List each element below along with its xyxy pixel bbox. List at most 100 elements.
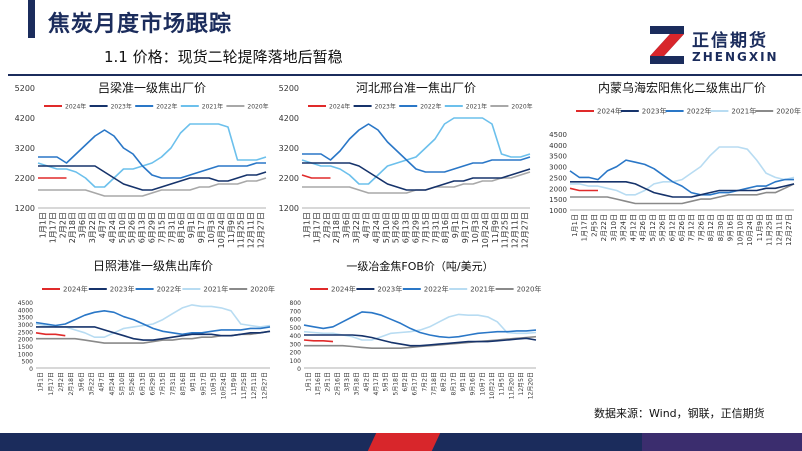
x-tick-label: 6月29日 [150,372,157,395]
legend-label: 2024年 [65,103,86,111]
y-tick-label: 2200 [15,174,35,183]
header-accent-bar [28,0,35,38]
x-tick-label: 11月25日 [766,214,774,246]
series-line [303,339,334,343]
x-tick-label: 12月11日 [511,212,520,248]
x-tick-label: 6月17日 [412,372,419,395]
x-tick-label: 4月7日 [99,372,106,392]
x-tick-label: 12月27日 [257,212,266,248]
x-tick-label: 3月6日 [342,212,351,238]
x-tick-label: 1月1日 [302,212,311,238]
x-tick-label: 12月5日 [518,372,525,395]
x-tick-label: 2月5日 [590,214,598,237]
x-tick-label: 1月1日 [571,214,579,237]
x-tick-label: 10月7日 [479,372,486,395]
x-tick-label: 9月1日 [190,372,197,392]
series-line [304,334,537,347]
legend-label: 2022年 [156,103,177,111]
x-tick-label: 10月24日 [221,372,228,399]
series-line [36,326,271,341]
x-tick-label: 12月11日 [775,214,783,246]
header-divider [8,74,802,76]
y-tick-label: 2200 [279,174,299,183]
logo-name-en: ZHENGXIN [692,50,779,64]
series-line [569,187,598,192]
legend-label: 2020年 [511,103,532,111]
x-tick-label: 12月27日 [521,212,530,248]
legend-label: 2023年 [377,285,402,294]
x-tick-label: 3月22日 [352,212,361,243]
x-tick-label: 2月18日 [332,212,341,243]
x-tick-label: 4月24日 [372,212,381,243]
x-tick-label: 8月30日 [717,214,725,241]
legend-label: 2022年 [157,285,182,294]
x-tick-label: 11月9日 [491,212,500,243]
x-tick-label: 1月17日 [48,212,57,243]
series-line [35,332,66,337]
x-tick-label: 10月24日 [746,214,754,246]
x-tick-label: 4月26日 [639,214,647,241]
x-tick-label: 2月18日 [68,212,77,243]
x-tick-label: 9月17日 [461,212,470,243]
chart-title: 吕梁准一级焦出厂价 [98,80,206,95]
x-tick-label: 8月12日 [707,214,715,241]
chart-title: 河北邢台准一焦出厂价 [356,80,476,95]
x-tick-label: 5月18日 [392,372,399,395]
x-tick-label: 5月12日 [649,214,657,241]
x-tick-label: 11月25日 [237,212,246,248]
series-line [36,330,271,344]
x-tick-label: 2月2日 [58,212,67,238]
y-tick-label: 1500 [18,344,33,351]
x-tick-label: 2月18日 [68,372,75,395]
legend-label: 2024年 [331,285,356,294]
y-tick-label: 3000 [549,164,567,172]
source-note: 数据来源：Wind，钢联，正信期货 [594,407,765,420]
legend-label: 2023年 [642,107,667,116]
legend-label: 2021年 [203,285,228,294]
x-tick-label: 8月16日 [180,372,187,395]
x-tick-label: 7月31日 [167,212,176,243]
x-tick-label: 11月25日 [241,372,248,399]
y-tick-label: 200 [290,350,302,357]
x-tick-label: 7月31日 [170,372,177,395]
y-tick-label: 700 [290,308,302,315]
x-tick-label: 9月1日 [451,212,460,238]
y-tick-label: 4500 [549,131,567,139]
x-tick-label: 10月3日 [207,212,216,243]
series-line [570,183,795,205]
series-line [35,309,271,336]
x-tick-label: 5月10日 [382,212,391,243]
x-tick-label: 8月17日 [450,372,457,395]
y-tick-label: 1200 [279,204,299,213]
legend-label: 2020年 [776,107,801,116]
series-line [38,177,267,197]
x-tick-label: 6月2日 [402,372,409,392]
x-tick-label: 10月3日 [211,372,218,395]
y-tick-label: 4200 [15,114,35,123]
y-tick-label: 100 [290,358,302,365]
chart-coke-fob-price: 一级冶金焦FOB价（吨/美元） 2024年 2023年 2022年 2021年 2020年… [278,259,542,406]
legend-label: 2024年 [63,285,88,294]
x-tick-label: 5月26日 [129,372,136,395]
y-tick-label: 5200 [279,84,299,93]
x-tick-label: 10月24日 [217,212,226,248]
x-tick-label: 5月26日 [659,214,667,241]
x-tick-label: 1月1日 [38,212,47,238]
x-tick-label: 12月27日 [785,214,793,246]
x-tick-label: 8月2日 [441,372,448,392]
page-subtitle: 1.1 价格：现货二轮提降落地后暂稳 [104,48,343,66]
footer-red-accent [367,433,441,451]
y-tick-label: 500 [22,359,34,366]
y-tick-label: 300 [290,341,302,348]
series-line [301,174,331,179]
x-tick-label: 8月16日 [177,212,186,243]
x-tick-label: 6月12日 [668,214,676,241]
x-tick-label: 4月24日 [108,212,117,243]
y-tick-label: 2500 [18,329,33,336]
x-tick-label: 3月10日 [610,214,618,241]
y-tick-label: 3500 [549,153,567,161]
y-tick-label: 4000 [18,307,33,314]
x-tick-label: 8月16日 [441,212,450,243]
y-tick-label: 2500 [549,174,567,182]
x-tick-label: 11月9日 [756,214,764,241]
